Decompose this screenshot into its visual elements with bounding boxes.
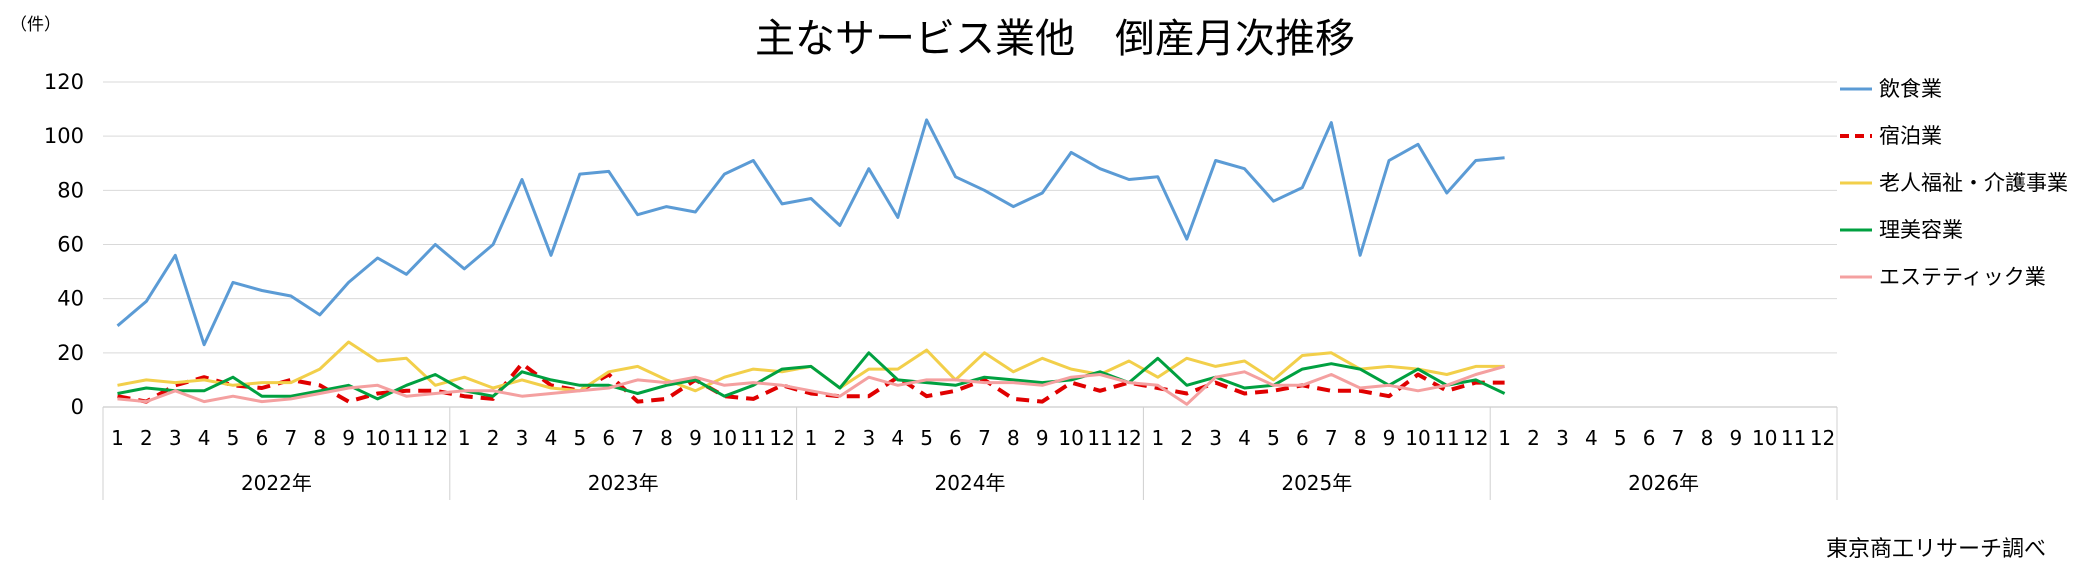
series-line: [117, 361, 1505, 404]
y-axis-ticks: 0 20 40 60 80 100 120: [44, 70, 84, 419]
x-tick-label: 10: [1058, 426, 1083, 450]
x-tick-label: 3: [862, 426, 875, 450]
x-tick-label: 2: [140, 426, 153, 450]
x-tick-label: 9: [1383, 426, 1396, 450]
year-label: 2022年: [241, 471, 312, 495]
x-tick-label: 10: [712, 426, 737, 450]
x-tick-label: 8: [1354, 426, 1367, 450]
x-tick-label: 1: [1151, 426, 1164, 450]
x-tick-label: 1: [805, 426, 818, 450]
x-tick-label: 4: [1238, 426, 1251, 450]
legend-label: 宿泊業: [1879, 124, 1942, 148]
x-tick-label: 5: [227, 426, 240, 450]
x-tick-label: 8: [313, 426, 326, 450]
x-tick-label: 1: [111, 426, 124, 450]
x-tick-label: 7: [631, 426, 644, 450]
x-tick-label: 9: [1729, 426, 1742, 450]
x-tick-label: 12: [423, 426, 448, 450]
series-line: [117, 364, 1506, 406]
x-tick-label: 3: [1209, 426, 1222, 450]
year-label: 2024年: [935, 471, 1006, 495]
x-tick-label: 12: [1463, 426, 1488, 450]
legend-label: 老人福祉・介護事業: [1879, 171, 2068, 195]
gridlines: [103, 81, 1837, 408]
x-tick-label: 3: [516, 426, 529, 450]
chart-title: 主なサービス業他 倒産月次推移: [755, 16, 1355, 62]
x-tick-label: 5: [1614, 426, 1627, 450]
legend-label: エステティック業: [1879, 265, 2046, 289]
x-tick-label: 5: [920, 426, 933, 450]
y-tick-label: 40: [57, 287, 84, 311]
x-tick-label: 7: [284, 426, 297, 450]
x-tick-label: 6: [602, 426, 615, 450]
y-unit-label: （件）: [10, 15, 61, 35]
x-tick-label: 10: [1405, 426, 1430, 450]
x-tick-label: 4: [198, 426, 211, 450]
y-tick-label: 20: [57, 341, 84, 365]
x-tick-label: 3: [1556, 426, 1569, 450]
x-tick-label: 11: [394, 426, 419, 450]
x-tick-label: 2: [834, 426, 847, 450]
x-tick-label: 2: [1527, 426, 1540, 450]
y-tick-label: 60: [57, 233, 84, 257]
legend-label: 飲食業: [1879, 77, 1942, 101]
x-tick-label: 7: [1672, 426, 1685, 450]
x-tick-label: 9: [1036, 426, 1049, 450]
x-tick-label: 4: [891, 426, 904, 450]
series-lines: [116, 118, 1506, 406]
year-label: 2025年: [1281, 471, 1352, 495]
x-tick-label: 12: [1116, 426, 1141, 450]
x-tick-label: 3: [169, 426, 182, 450]
x-tick-label: 11: [741, 426, 766, 450]
source-note: 東京商工リサーチ調べ: [1826, 537, 2046, 562]
series-line: [116, 118, 1505, 347]
x-tick-label: 11: [1087, 426, 1112, 450]
year-label: 2026年: [1628, 471, 1699, 495]
x-tick-label: 9: [342, 426, 355, 450]
x-tick-label: 1: [1498, 426, 1511, 450]
y-tick-label: 100: [44, 124, 84, 148]
x-tick-label: 2: [487, 426, 500, 450]
x-tick-label: 2: [1180, 426, 1193, 450]
x-tick-label: 8: [1007, 426, 1020, 450]
y-tick-label: 120: [44, 70, 84, 94]
x-tick-label: 6: [1296, 426, 1309, 450]
x-tick-label: 7: [978, 426, 991, 450]
x-tick-label: 6: [256, 426, 269, 450]
year-label: 2023年: [588, 471, 659, 495]
x-tick-label: 6: [1643, 426, 1656, 450]
x-tick-label: 4: [1585, 426, 1598, 450]
x-tick-label: 11: [1781, 426, 1806, 450]
x-tick-label: 8: [1701, 426, 1714, 450]
x-tick-label: 12: [1810, 426, 1835, 450]
x-tick-label: 9: [689, 426, 702, 450]
x-tick-label: 12: [769, 426, 794, 450]
x-tick-label: 1: [458, 426, 471, 450]
x-tick-label: 10: [365, 426, 390, 450]
x-tick-label: 8: [660, 426, 673, 450]
x-tick-label: 10: [1752, 426, 1777, 450]
y-tick-label: 80: [57, 178, 84, 202]
x-tick-label: 5: [573, 426, 586, 450]
x-tick-label: 11: [1434, 426, 1459, 450]
legend-label: 理美容業: [1879, 218, 1963, 242]
x-tick-label: 5: [1267, 426, 1280, 450]
x-tick-label: 4: [545, 426, 558, 450]
x-tick-label: 7: [1325, 426, 1338, 450]
x-tick-label: 6: [949, 426, 962, 450]
y-tick-label: 0: [71, 395, 84, 419]
